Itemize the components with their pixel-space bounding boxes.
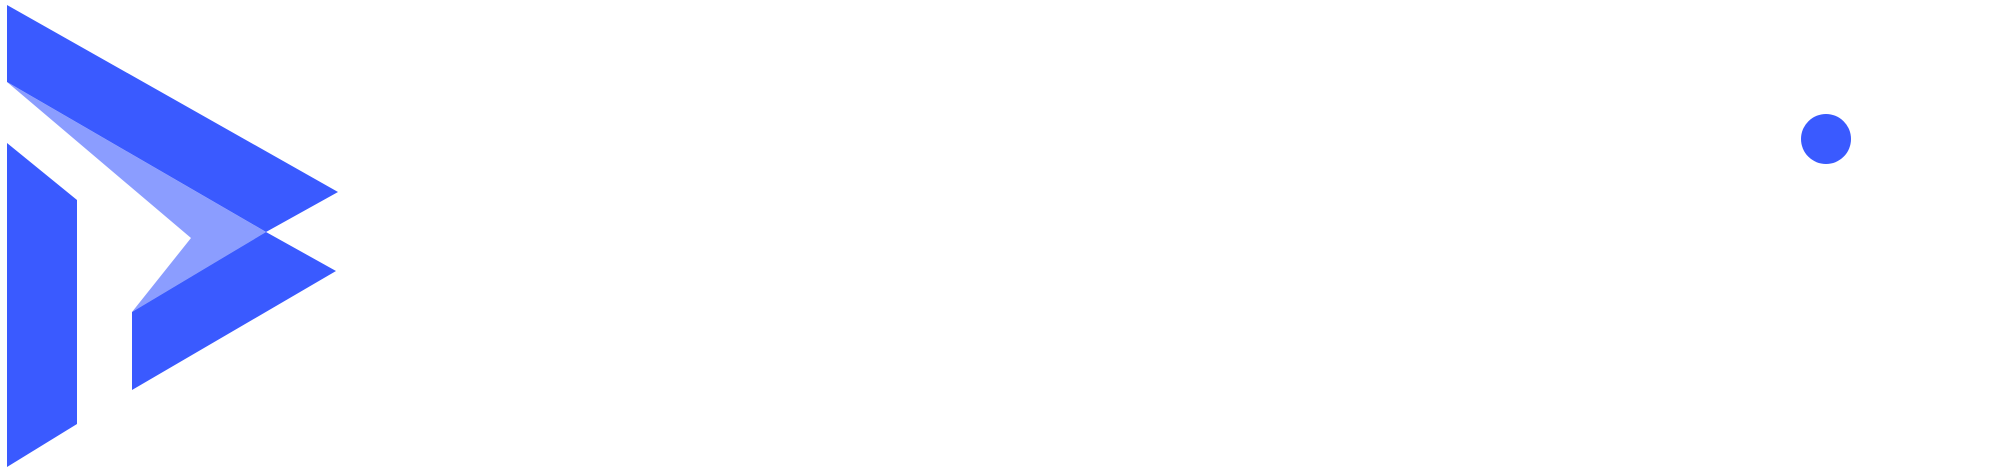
logo-inner-wedge <box>7 82 266 312</box>
blue-dot-icon <box>1801 114 1851 164</box>
logo-left-bar <box>7 143 77 467</box>
brand-logo-mark <box>7 5 338 467</box>
logo-top-wedge <box>7 5 338 232</box>
logo-lower-arm <box>132 232 336 390</box>
